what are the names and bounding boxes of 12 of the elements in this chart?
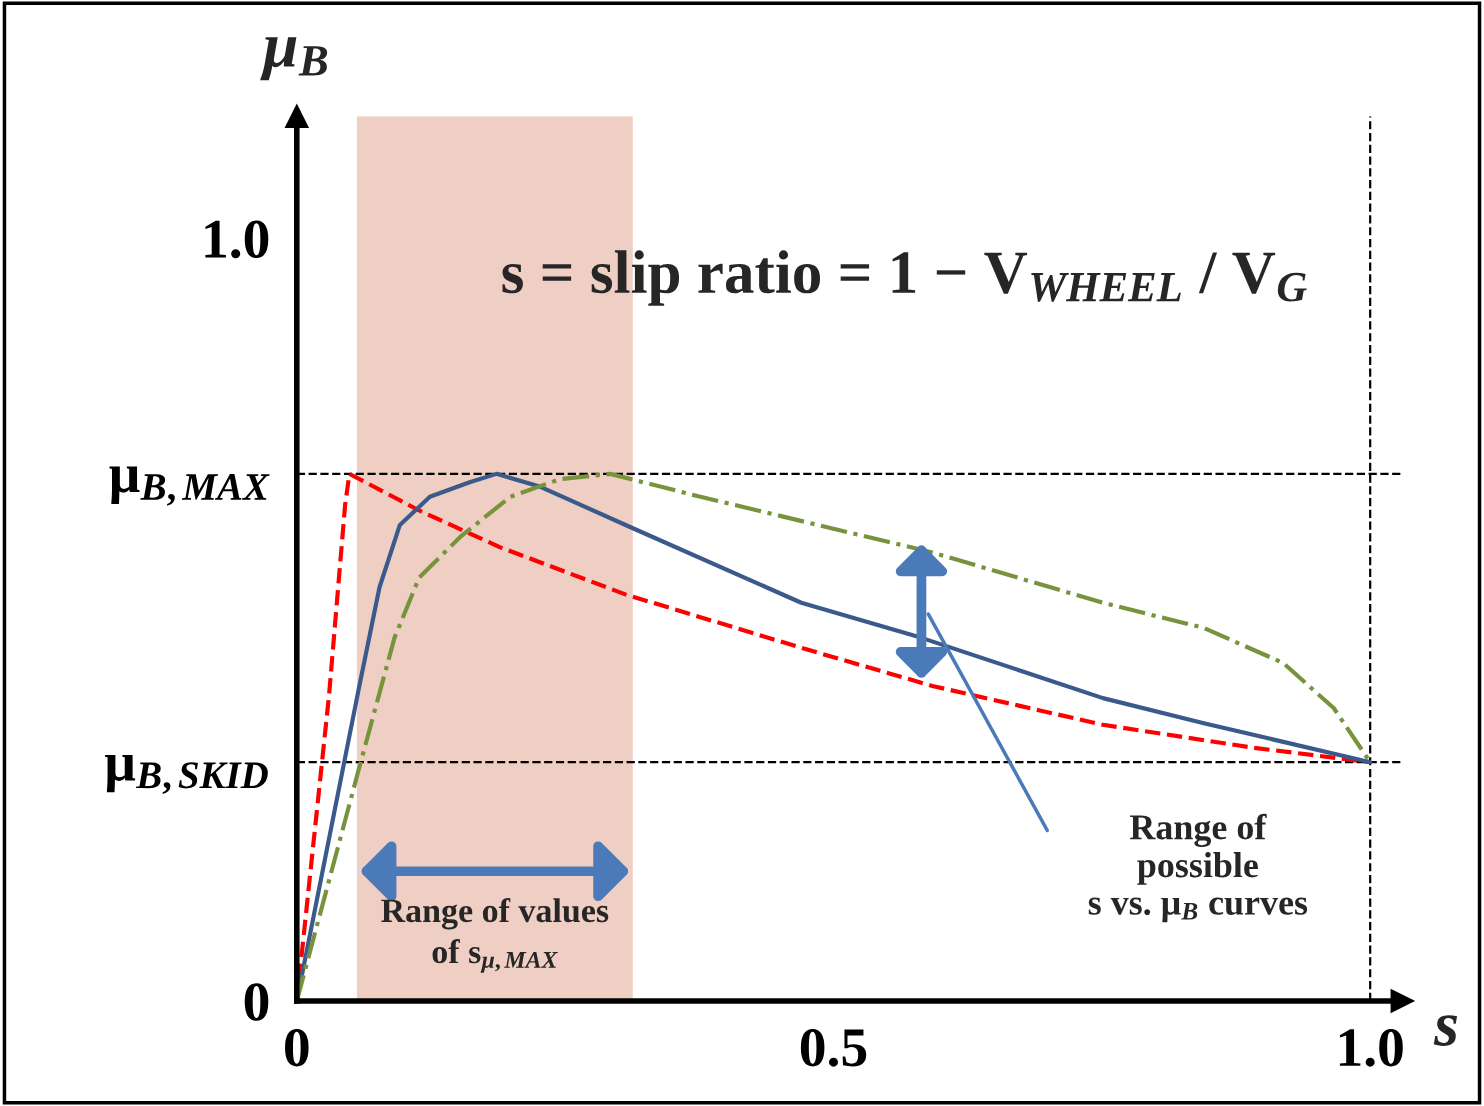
text: s = slip ratio = 1 − V$_{WHEEL}$ / V$_{G}$ [502,250,1307,306]
annotation: Range of possible s vs. μ$_{B}$ curves [1088,813,1308,923]
x-tick-label: 0.5 [800,1028,867,1067]
x-tick-label: 1.0 [1339,1028,1403,1067]
y-tick-label: μ$_{B,MAX}$ [109,466,270,506]
y-axis-title: μ$_{B}$ [260,37,328,81]
x-tick-label: 0 [285,1028,309,1067]
x-axis-title: s [1433,1015,1458,1046]
band-label: Range of values of s$_{μ,MAX}$ [381,897,609,973]
y-tick-label: 1.0 [205,220,269,259]
y-tick-label: 0 [244,983,269,1021]
y-tick-label: μ$_{B,SKID}$ [105,754,268,795]
